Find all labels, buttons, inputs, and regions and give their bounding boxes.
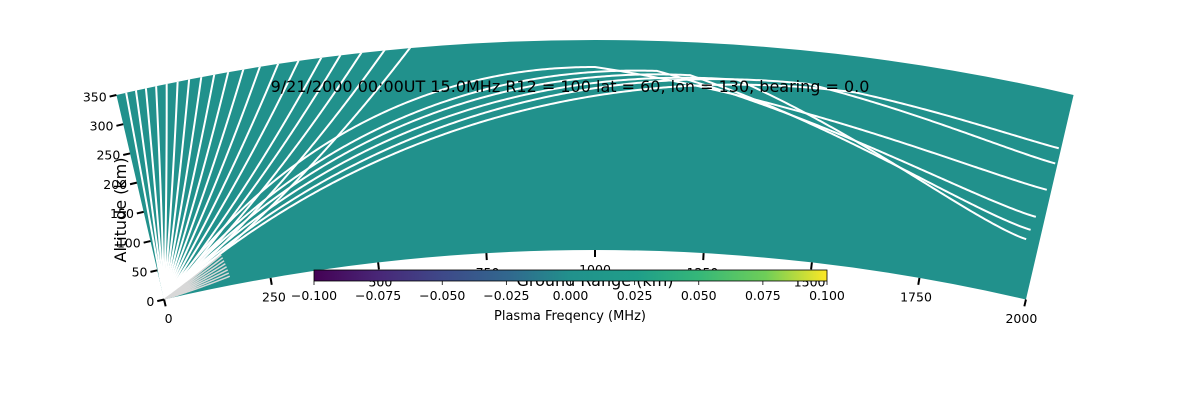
x-tick (269, 277, 273, 285)
colorbar-gradient (313, 269, 828, 282)
x-tick-label: 2000 (1005, 311, 1037, 326)
colorbar-label: Plasma Freqency (MHz) (494, 309, 646, 324)
ray-path-escaping (163, 70, 180, 300)
ray-path-escaping (163, 64, 205, 300)
y-tick (150, 269, 158, 273)
ray-path-escaping (133, 79, 166, 300)
ray-paths (123, 40, 1060, 300)
y-tick (129, 181, 138, 186)
x-tick (163, 299, 167, 307)
y-tick-label: 100 (117, 235, 141, 250)
colorbar-tick-label: 0.075 (745, 288, 781, 303)
y-tick-label: 200 (103, 177, 127, 192)
y-tick (109, 94, 117, 98)
x-tick (1023, 299, 1027, 307)
y-tick-label: 50 (132, 265, 148, 280)
colorbar-tick-label: −0.050 (419, 288, 465, 303)
colorbar-tick-label: 0.000 (553, 288, 589, 303)
ray-path-escaping (123, 81, 166, 300)
ray-path-escaping (163, 51, 284, 300)
ray-path-refracted (163, 76, 1027, 300)
ray-path-escaping (163, 56, 249, 300)
y-tick-label: 150 (110, 206, 134, 221)
y-tick (122, 152, 131, 156)
ray-path-escaping (163, 73, 168, 300)
y-tick (136, 210, 144, 215)
colorbar-tick-label: 0.050 (681, 288, 717, 303)
ray-path-escaping (163, 67, 192, 300)
ray-path-low (163, 254, 222, 300)
x-tick (810, 262, 813, 270)
y-axis-ticks: 0 50 100 150 200 250 300 350 (83, 89, 165, 309)
plasma-frequency-field (116, 40, 1074, 300)
x-axis-ticks: 025050075010001250150017502000 (163, 250, 1037, 326)
x-tick-label: 0 (165, 311, 173, 326)
colorbar: −0.100 −0.075 −0.050 −0.025 0.000 0.025 0.050 0… (291, 269, 845, 324)
colorbar-tick-label: −0.100 (291, 288, 337, 303)
colorbar-tick-label: 0.025 (617, 288, 653, 303)
ray-path-escaping (163, 60, 232, 300)
y-tick-label: 300 (90, 118, 114, 133)
x-tick (917, 277, 921, 285)
y-tick-label: 250 (96, 148, 120, 163)
y-axis-label: Altitude (km) (111, 158, 130, 263)
ray-path-escaping (163, 54, 265, 300)
ray-path-escaping (143, 77, 166, 300)
x-tick (377, 262, 380, 270)
ray-path-refracted (163, 83, 1060, 300)
y-tick-label: 0 (146, 294, 154, 309)
ray-path-refracted (163, 69, 1037, 300)
ray-path-escaping (163, 48, 306, 300)
ray-path-refracted (163, 78, 1056, 300)
chart-title: 9/21/2000 00:00UT 15.0MHz R12 = 100 lat … (271, 77, 870, 96)
y-tick (143, 240, 151, 244)
colorbar-ticks: −0.100 −0.075 −0.050 −0.025 0.000 0.025 0.050 0… (291, 281, 845, 303)
x-tick-label: 250 (262, 290, 286, 305)
ray-path-refracted (163, 66, 1048, 300)
colorbar-tick-label: 0.100 (809, 288, 845, 303)
colorbar-tick-label: −0.075 (355, 288, 401, 303)
y-tick (116, 123, 124, 127)
x-tick-label: 1750 (900, 290, 932, 305)
ray-path-escaping (154, 74, 166, 300)
ray-path-escaping (163, 62, 218, 300)
y-tick (157, 298, 165, 303)
colorbar-tick-label: −0.025 (483, 288, 529, 303)
y-tick-label: 350 (83, 89, 107, 104)
